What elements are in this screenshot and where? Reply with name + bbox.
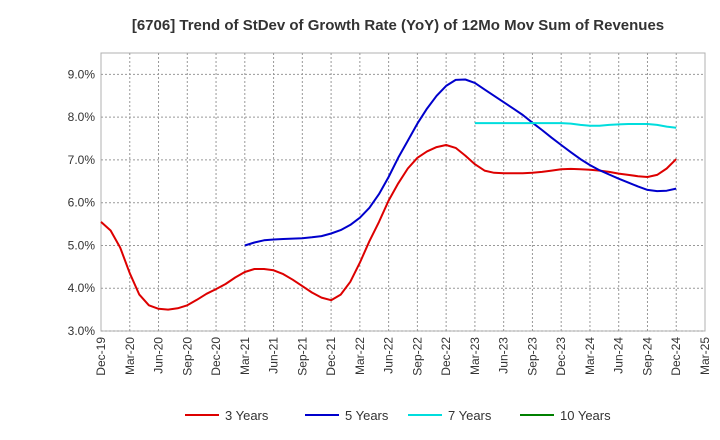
x-tick-label: Sep-22 xyxy=(410,337,424,376)
x-tick-label: Dec-19 xyxy=(94,337,108,376)
y-tick-label: 3.0% xyxy=(68,324,96,338)
y-tick-label: 9.0% xyxy=(68,67,96,81)
x-tick-label: Dec-23 xyxy=(554,337,568,376)
x-tick-label: Sep-24 xyxy=(640,337,654,376)
plot-area xyxy=(100,52,706,332)
x-axis: Dec-19 Mar-20 Jun-20 Sep-20 Dec-20 Mar-21 Jun-… xyxy=(94,337,712,376)
series-layer xyxy=(100,78,677,311)
x-tick-label: Jun-22 xyxy=(382,337,396,374)
x-tick-label: Mar-25 xyxy=(698,337,712,375)
x-tick-label: Jun-21 xyxy=(267,337,281,374)
x-tick-label: Dec-24 xyxy=(669,337,683,376)
legend-label: 10 Years xyxy=(560,408,611,423)
legend: 3 Years 5 Years 7 Years 10 Years xyxy=(185,408,611,423)
grid xyxy=(101,53,705,332)
y-tick-label: 8.0% xyxy=(68,110,96,124)
legend-label: 5 Years xyxy=(345,408,389,423)
x-tick-label: Mar-20 xyxy=(123,337,137,375)
x-tick-label: Jun-20 xyxy=(152,337,166,374)
y-tick-label: 4.0% xyxy=(68,281,96,295)
x-tick-label: Mar-21 xyxy=(238,337,252,375)
series-line-3-years xyxy=(100,144,677,311)
y-tick-label: 7.0% xyxy=(68,153,96,167)
series-line-7-years xyxy=(474,122,677,129)
series-line-5-years xyxy=(244,78,677,247)
x-tick-label: Dec-20 xyxy=(209,337,223,376)
x-tick-label: Mar-23 xyxy=(468,337,482,375)
x-tick-label: Sep-20 xyxy=(180,337,194,376)
x-tick-label: Sep-21 xyxy=(295,337,309,376)
legend-label: 7 Years xyxy=(448,408,492,423)
x-tick-label: Dec-21 xyxy=(324,337,338,376)
legend-label: 3 Years xyxy=(225,408,269,423)
x-tick-label: Mar-22 xyxy=(353,337,367,375)
x-tick-label: Sep-23 xyxy=(525,337,539,376)
x-tick-label: Dec-22 xyxy=(439,337,453,376)
y-axis: 3.0% 4.0% 5.0% 6.0% 7.0% 8.0% 9.0% xyxy=(68,67,96,338)
x-tick-label: Jun-23 xyxy=(497,337,511,374)
y-tick-label: 6.0% xyxy=(68,196,96,210)
x-tick-label: Mar-24 xyxy=(583,337,597,375)
y-tick-label: 5.0% xyxy=(68,238,96,252)
chart-title: [6706] Trend of StDev of Growth Rate (Yo… xyxy=(132,17,664,34)
x-tick-label: Jun-24 xyxy=(612,337,626,374)
